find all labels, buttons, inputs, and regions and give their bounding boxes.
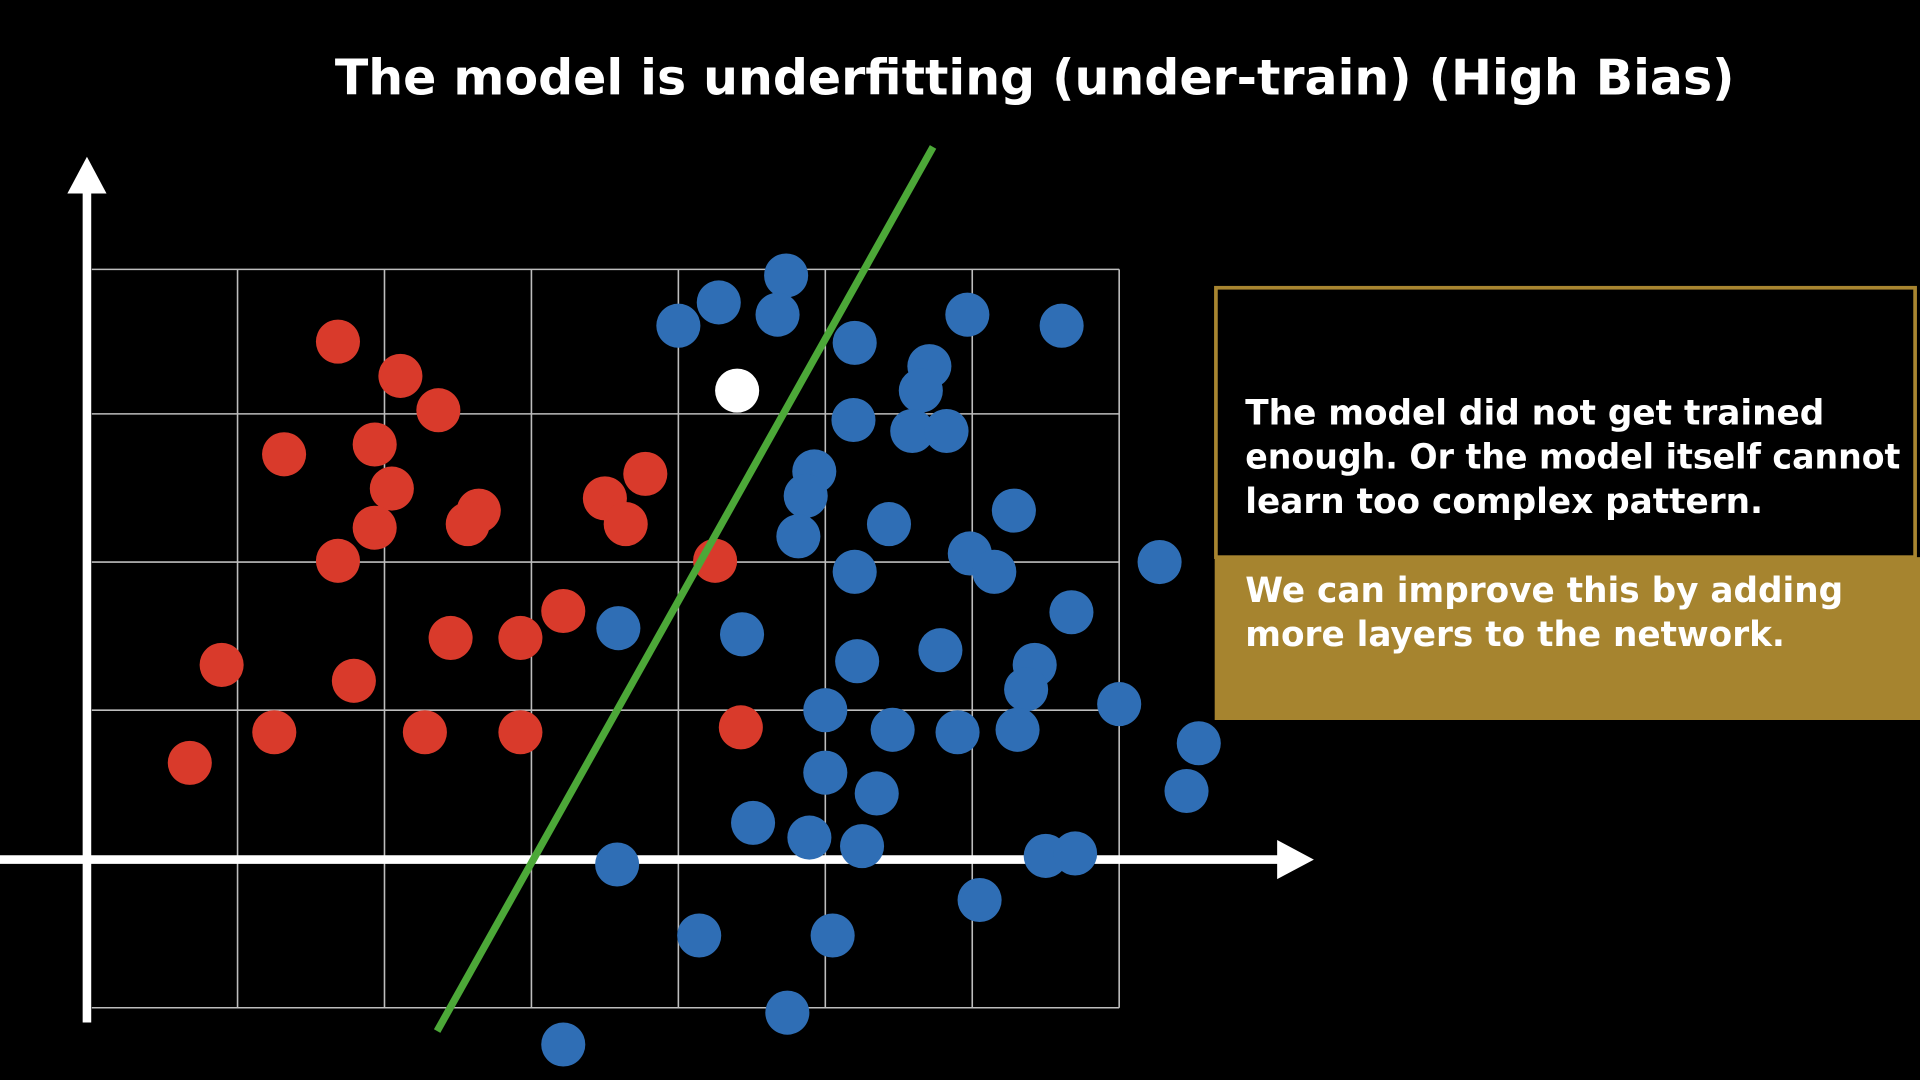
explanation-text: The model did not get trained enough. Or… — [1245, 394, 1900, 522]
text-line: more layers to the network. — [1245, 615, 1785, 655]
remedy-text: We can improve this by adding more layer… — [1245, 571, 1843, 655]
text-line: We can improve this by adding — [1245, 571, 1843, 611]
new-point — [715, 368, 760, 413]
red-points — [167, 319, 763, 785]
text-line: The model did not get trained — [1245, 394, 1824, 434]
title: The model is underfitting (under-train) … — [335, 49, 1735, 106]
remedy-box — [1214, 557, 1920, 720]
text-line: enough. Or the model itself cannot — [1245, 438, 1900, 478]
text-line: learn too complex pattern. — [1245, 482, 1763, 522]
decision-boundary — [433, 145, 937, 1033]
blue-points — [541, 253, 1221, 1067]
